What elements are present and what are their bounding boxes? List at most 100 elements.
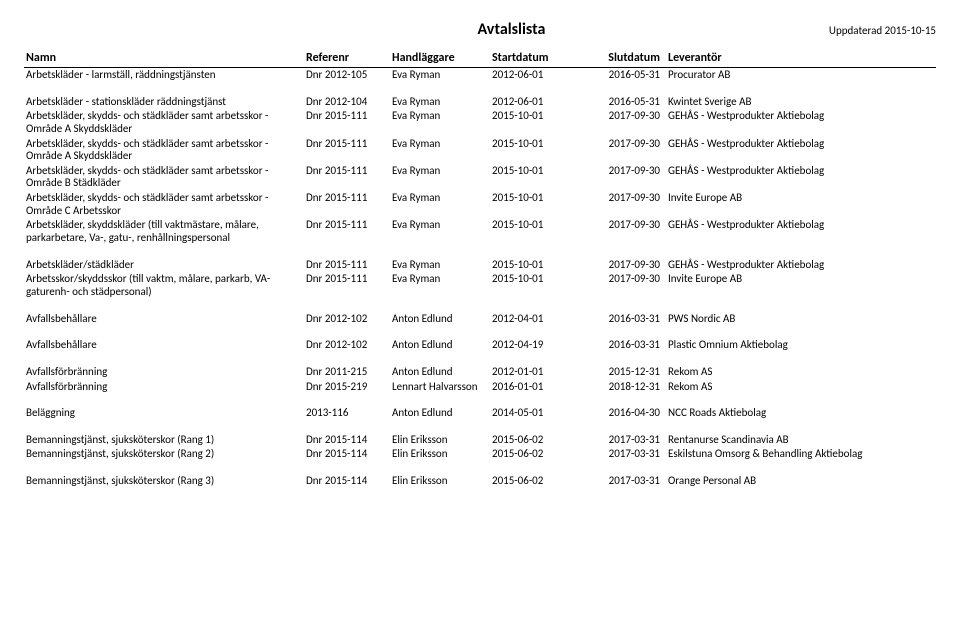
cell-name: Arbetskläder, skydds- och städkläder sam… bbox=[24, 137, 304, 164]
cell-handler: Anton Edlund bbox=[390, 338, 490, 353]
cell-end: 2017-03-31 bbox=[578, 474, 666, 489]
table-row: Bemanningstjänst, sjuksköterskor (Rang 3… bbox=[24, 474, 936, 489]
cell-name: Arbetskläder, skydds- och städkläder sam… bbox=[24, 164, 304, 191]
group-spacer bbox=[24, 246, 936, 258]
cell-start: 2015-06-02 bbox=[490, 433, 578, 448]
cell-supplier: GEHÅS - Westprodukter Aktiebolag bbox=[666, 218, 936, 245]
table-header-row: Namn Referenr Handläggare Startdatum Slu… bbox=[24, 49, 936, 68]
cell-end: 2016-04-30 bbox=[578, 406, 666, 421]
cell-handler: Eva Ryman bbox=[390, 95, 490, 110]
col-end: Slutdatum bbox=[578, 49, 666, 68]
cell-ref: Dnr 2011-215 bbox=[304, 365, 390, 380]
cell-handler: Lennart Halvarsson bbox=[390, 380, 490, 395]
cell-name: Arbetskläder, skyddskläder (till vaktmäs… bbox=[24, 218, 304, 245]
table-row: Arbetskläder - larmställ, räddningstjäns… bbox=[24, 68, 936, 83]
document-header: Avtalslista Uppdaterad 2015-10-15 bbox=[24, 20, 936, 39]
cell-name: Arbetskläder, skydds- och städkläder sam… bbox=[24, 191, 304, 218]
cell-ref: Dnr 2012-102 bbox=[304, 312, 390, 327]
group-spacer bbox=[24, 300, 936, 312]
table-row: Arbetskläder, skydds- och städkläder sam… bbox=[24, 164, 936, 191]
cell-start: 2012-01-01 bbox=[490, 365, 578, 380]
cell-ref: Dnr 2015-111 bbox=[304, 218, 390, 245]
cell-supplier: GEHÅS - Westprodukter Aktiebolag bbox=[666, 258, 936, 273]
col-handler: Handläggare bbox=[390, 49, 490, 68]
cell-supplier: Rentanurse Scandinavia AB bbox=[666, 433, 936, 448]
cell-end: 2017-09-30 bbox=[578, 272, 666, 299]
cell-name: Avfallsförbränning bbox=[24, 365, 304, 380]
cell-handler: Anton Edlund bbox=[390, 312, 490, 327]
cell-start: 2015-10-01 bbox=[490, 137, 578, 164]
cell-name: Avfallsförbränning bbox=[24, 380, 304, 395]
table-row: Arbetskläder, skyddskläder (till vaktmäs… bbox=[24, 218, 936, 245]
agreements-table: Namn Referenr Handläggare Startdatum Slu… bbox=[24, 49, 936, 489]
cell-name: Bemanningstjänst, sjuksköterskor (Rang 2… bbox=[24, 447, 304, 462]
cell-end: 2017-09-30 bbox=[578, 137, 666, 164]
cell-supplier: Invite Europe AB bbox=[666, 191, 936, 218]
cell-start: 2015-10-01 bbox=[490, 258, 578, 273]
cell-end: 2015-12-31 bbox=[578, 365, 666, 380]
cell-end: 2016-03-31 bbox=[578, 312, 666, 327]
cell-start: 2012-04-01 bbox=[490, 312, 578, 327]
table-row: Arbetsskor/skyddsskor (till vaktm, målar… bbox=[24, 272, 936, 299]
cell-name: Arbetskläder - larmställ, räddningstjäns… bbox=[24, 68, 304, 83]
group-spacer bbox=[24, 394, 936, 406]
cell-handler: Eva Ryman bbox=[390, 68, 490, 83]
cell-start: 2015-10-01 bbox=[490, 164, 578, 191]
cell-ref: Dnr 2015-114 bbox=[304, 474, 390, 489]
table-row: AvfallsförbränningDnr 2015-219Lennart Ha… bbox=[24, 380, 936, 395]
cell-handler: Eva Ryman bbox=[390, 272, 490, 299]
cell-start: 2015-06-02 bbox=[490, 474, 578, 489]
cell-end: 2016-05-31 bbox=[578, 68, 666, 83]
cell-start: 2015-10-01 bbox=[490, 218, 578, 245]
table-row: AvfallsbehållareDnr 2012-102Anton Edlund… bbox=[24, 312, 936, 327]
table-row: Arbetskläder - stationskläder räddningst… bbox=[24, 95, 936, 110]
cell-handler: Elin Eriksson bbox=[390, 447, 490, 462]
cell-supplier: NCC Roads Aktiebolag bbox=[666, 406, 936, 421]
cell-name: Arbetskläder - stationskläder räddningst… bbox=[24, 95, 304, 110]
cell-supplier: Invite Europe AB bbox=[666, 272, 936, 299]
cell-end: 2017-09-30 bbox=[578, 258, 666, 273]
cell-handler: Elin Eriksson bbox=[390, 433, 490, 448]
cell-name: Bemanningstjänst, sjuksköterskor (Rang 1… bbox=[24, 433, 304, 448]
cell-end: 2017-03-31 bbox=[578, 433, 666, 448]
cell-ref: Dnr 2015-111 bbox=[304, 109, 390, 136]
cell-handler: Elin Eriksson bbox=[390, 474, 490, 489]
cell-ref: Dnr 2015-111 bbox=[304, 137, 390, 164]
cell-name: Arbetsskor/skyddsskor (till vaktm, målar… bbox=[24, 272, 304, 299]
cell-ref: 2013-116 bbox=[304, 406, 390, 421]
cell-name: Avfallsbehållare bbox=[24, 312, 304, 327]
cell-name: Arbetskläder/städkläder bbox=[24, 258, 304, 273]
col-name: Namn bbox=[24, 49, 304, 68]
cell-end: 2017-09-30 bbox=[578, 164, 666, 191]
cell-start: 2014-05-01 bbox=[490, 406, 578, 421]
table-row: Bemanningstjänst, sjuksköterskor (Rang 1… bbox=[24, 433, 936, 448]
col-ref: Referenr bbox=[304, 49, 390, 68]
col-supplier: Leverantör bbox=[666, 49, 936, 68]
table-row: Arbetskläder/städkläderDnr 2015-111Eva R… bbox=[24, 258, 936, 273]
cell-end: 2016-03-31 bbox=[578, 338, 666, 353]
cell-ref: Dnr 2015-111 bbox=[304, 164, 390, 191]
table-row: Bemanningstjänst, sjuksköterskor (Rang 2… bbox=[24, 447, 936, 462]
cell-supplier: Orange Personal AB bbox=[666, 474, 936, 489]
cell-handler: Eva Ryman bbox=[390, 218, 490, 245]
cell-start: 2012-06-01 bbox=[490, 68, 578, 83]
cell-supplier: Rekom AS bbox=[666, 365, 936, 380]
cell-supplier: GEHÅS - Westprodukter Aktiebolag bbox=[666, 109, 936, 136]
cell-ref: Dnr 2012-102 bbox=[304, 338, 390, 353]
cell-end: 2017-03-31 bbox=[578, 447, 666, 462]
cell-start: 2012-06-01 bbox=[490, 95, 578, 110]
cell-handler: Eva Ryman bbox=[390, 164, 490, 191]
cell-handler: Eva Ryman bbox=[390, 109, 490, 136]
group-spacer bbox=[24, 83, 936, 95]
cell-start: 2012-04-19 bbox=[490, 338, 578, 353]
table-row: AvfallsförbränningDnr 2011-215Anton Edlu… bbox=[24, 365, 936, 380]
cell-end: 2016-05-31 bbox=[578, 95, 666, 110]
group-spacer bbox=[24, 421, 936, 433]
cell-end: 2017-09-30 bbox=[578, 218, 666, 245]
cell-end: 2018-12-31 bbox=[578, 380, 666, 395]
cell-supplier: Eskilstuna Omsorg & Behandling Aktiebola… bbox=[666, 447, 936, 462]
group-spacer bbox=[24, 353, 936, 365]
cell-supplier: Plastic Omnium Aktiebolag bbox=[666, 338, 936, 353]
cell-ref: Dnr 2015-111 bbox=[304, 258, 390, 273]
cell-name: Bemanningstjänst, sjuksköterskor (Rang 3… bbox=[24, 474, 304, 489]
